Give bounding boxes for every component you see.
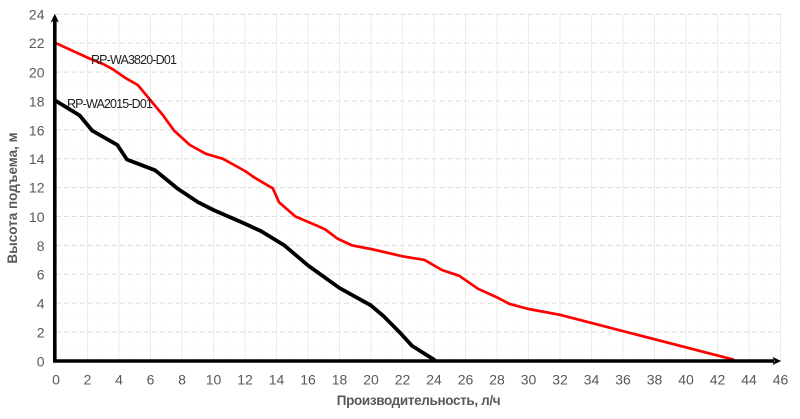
svg-text:RP-WA3820-D01: RP-WA3820-D01 [91, 53, 177, 67]
svg-text:0: 0 [52, 372, 60, 388]
svg-text:20: 20 [363, 372, 379, 388]
svg-text:12: 12 [29, 179, 45, 195]
svg-text:28: 28 [489, 372, 505, 388]
svg-text:Высота подъема, м: Высота подъема, м [5, 132, 20, 263]
svg-text:RP-WA2015-D01: RP-WA2015-D01 [67, 97, 153, 111]
svg-text:14: 14 [29, 151, 45, 167]
svg-text:36: 36 [615, 372, 631, 388]
svg-text:42: 42 [710, 372, 726, 388]
svg-text:Производительность, л/ч: Производительность, л/ч [337, 393, 501, 408]
svg-text:2: 2 [37, 325, 45, 341]
svg-text:32: 32 [552, 372, 568, 388]
svg-text:24: 24 [426, 372, 442, 388]
svg-text:8: 8 [178, 372, 186, 388]
svg-text:4: 4 [37, 296, 45, 312]
svg-text:16: 16 [29, 122, 45, 138]
svg-text:2: 2 [84, 372, 92, 388]
svg-text:38: 38 [647, 372, 663, 388]
svg-text:40: 40 [678, 372, 694, 388]
svg-text:16: 16 [300, 372, 316, 388]
svg-text:8: 8 [37, 238, 45, 254]
svg-text:22: 22 [395, 372, 411, 388]
svg-text:10: 10 [206, 372, 222, 388]
svg-text:18: 18 [29, 93, 45, 109]
svg-text:12: 12 [237, 372, 253, 388]
svg-text:18: 18 [332, 372, 348, 388]
svg-text:10: 10 [29, 209, 45, 225]
svg-text:6: 6 [147, 372, 155, 388]
svg-text:0: 0 [37, 353, 45, 369]
svg-text:44: 44 [741, 372, 757, 388]
svg-text:24: 24 [29, 7, 45, 23]
svg-text:22: 22 [29, 35, 45, 51]
svg-text:4: 4 [115, 372, 123, 388]
svg-text:30: 30 [521, 372, 537, 388]
svg-text:34: 34 [584, 372, 600, 388]
svg-text:46: 46 [773, 372, 789, 388]
svg-text:26: 26 [458, 372, 474, 388]
svg-text:14: 14 [269, 372, 285, 388]
svg-text:20: 20 [29, 65, 45, 81]
svg-text:6: 6 [37, 267, 45, 283]
